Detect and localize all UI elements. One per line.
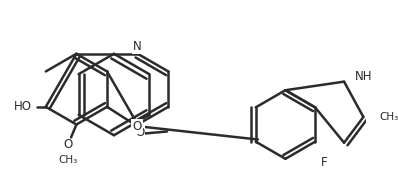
Text: CH₃: CH₃ (58, 155, 78, 165)
Text: F: F (320, 156, 327, 169)
Text: O: O (63, 139, 72, 151)
Text: N: N (133, 40, 142, 53)
Text: CH₃: CH₃ (379, 112, 398, 122)
Text: HO: HO (14, 100, 32, 113)
Text: NH: NH (355, 70, 372, 83)
Text: O: O (136, 126, 145, 139)
Text: O: O (133, 120, 142, 133)
